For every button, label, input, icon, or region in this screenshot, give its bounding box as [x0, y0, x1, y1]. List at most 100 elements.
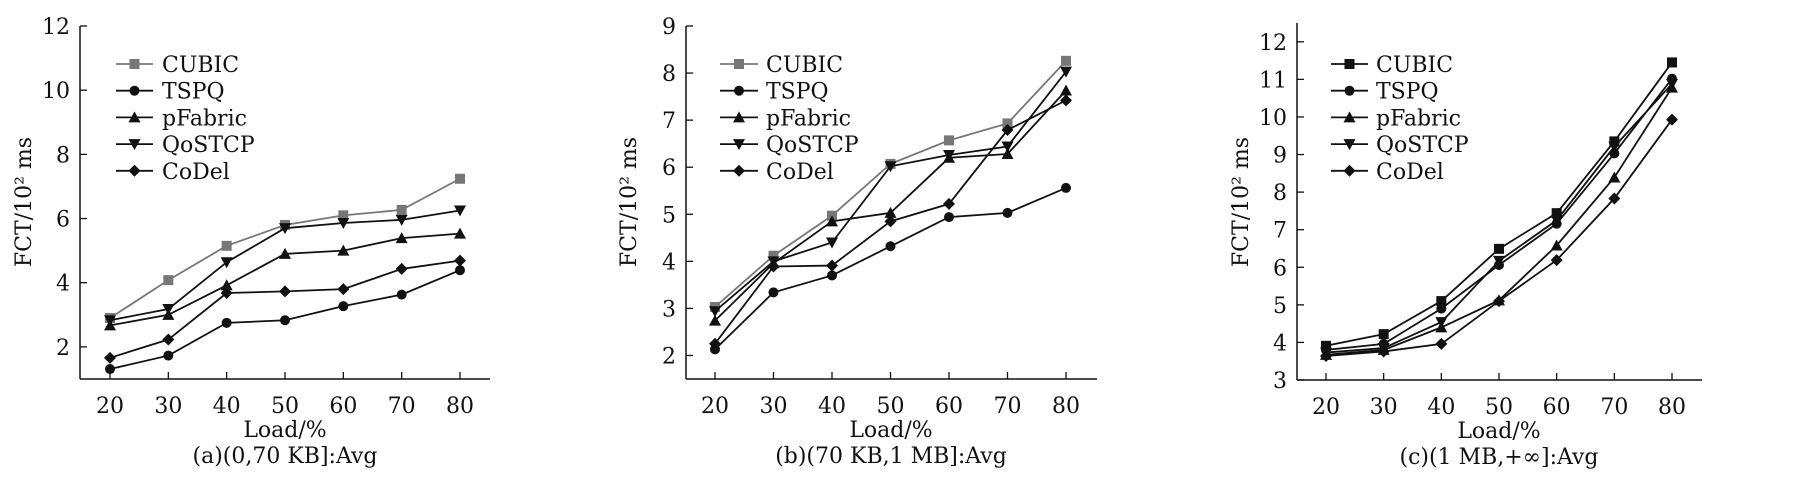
data-point — [220, 286, 233, 299]
data-point — [1609, 136, 1620, 147]
data-point — [163, 350, 174, 361]
x-tick-label: 50 — [271, 394, 299, 419]
y-tick-label: 2 — [662, 344, 676, 369]
series-pfabric — [1320, 81, 1678, 360]
y-tick-label: 7 — [662, 109, 676, 134]
data-point — [1608, 171, 1621, 183]
x-tick-label: 50 — [877, 394, 905, 419]
legend-marker-circle-icon — [129, 85, 140, 96]
x-tick-label: 20 — [1312, 395, 1340, 420]
legend-label: pFabric — [162, 106, 247, 131]
data-point — [1001, 148, 1014, 160]
y-tick-label: 12 — [1259, 31, 1287, 56]
y-tick-label: 6 — [662, 156, 676, 181]
data-point — [337, 244, 350, 256]
legend-label: QoSTCP — [162, 133, 255, 158]
y-tick-label: 4 — [662, 250, 676, 275]
x-tick-label: 50 — [1485, 395, 1513, 420]
data-point — [709, 306, 721, 318]
series-codel — [1320, 113, 1678, 362]
x-tick-label: 40 — [213, 394, 241, 419]
series-pfabric — [709, 84, 1072, 326]
y-tick-label: 6 — [1273, 256, 1287, 281]
data-point — [768, 287, 779, 298]
data-point — [943, 149, 955, 161]
data-point — [1493, 295, 1505, 308]
data-point — [395, 232, 408, 244]
data-point — [1667, 57, 1677, 68]
legend-item-codel: CoDel — [1331, 160, 1444, 185]
legend-marker-circle-icon — [1344, 85, 1355, 96]
y-tick-label: 8 — [662, 62, 676, 87]
data-point — [162, 304, 175, 316]
x-tick-label: 70 — [1600, 395, 1628, 420]
legend-label: pFabric — [1376, 106, 1461, 131]
legend-marker-square-icon — [1344, 59, 1355, 69]
data-point — [1435, 317, 1448, 329]
y-axis-label: FCT/10² ms — [12, 137, 37, 267]
legend-label: TSPQ — [162, 80, 225, 105]
chart-panel-c: 3 4 5 6 7 8 9 10 11 12 20 30 40 50 60 70 80 Load/%(c)(1 M… — [1229, 23, 1702, 470]
legend-marker-diamond-icon — [733, 164, 745, 177]
data-point — [709, 314, 721, 326]
series-line — [109, 259, 461, 359]
legend-item-cubic: CUBIC — [1331, 53, 1453, 78]
data-point — [396, 204, 407, 215]
data-point — [1061, 182, 1071, 193]
data-point — [767, 260, 780, 273]
x-tick-label: 30 — [154, 394, 182, 419]
data-point — [104, 315, 116, 327]
chart-panel-b: 2 3 4 5 6 7 8 9 20 30 40 50 60 70 80 Load/%(b)(70 KB,1 … — [617, 15, 1097, 469]
y-tick-label: 3 — [662, 297, 676, 322]
chart-panel-a: 2 4 6 8 10 12 20 30 40 50 60 70 80 Load/%(a)(0,70 KB]… — [12, 15, 490, 469]
legend-marker-triangle-up-icon — [128, 111, 141, 123]
data-point — [1666, 113, 1678, 126]
legend-item-qostcp: QoSTCP — [1331, 133, 1469, 158]
data-point — [395, 262, 408, 275]
data-point — [1320, 349, 1332, 362]
data-point — [1060, 84, 1072, 96]
legend-label: CoDel — [766, 160, 834, 185]
data-point — [826, 259, 838, 272]
data-point — [338, 301, 349, 312]
data-point — [884, 206, 897, 218]
legend-item-tspq: TSPQ — [116, 80, 225, 105]
legend-marker-circle-icon — [734, 85, 744, 96]
data-point — [1666, 78, 1678, 90]
y-tick-label: 12 — [42, 15, 70, 40]
data-point — [221, 317, 232, 328]
y-tick-label: 8 — [56, 143, 70, 168]
data-point — [1435, 337, 1448, 350]
data-point — [279, 285, 291, 298]
y-tick-label: 10 — [1259, 106, 1287, 131]
legend-label: CUBIC — [162, 53, 239, 78]
data-point — [1550, 239, 1563, 251]
data-point — [827, 270, 837, 281]
x-tick-label: 80 — [446, 394, 474, 419]
data-point — [1608, 192, 1621, 205]
data-point — [944, 212, 954, 223]
legend-label: CUBIC — [1376, 53, 1453, 78]
data-point — [1493, 255, 1505, 267]
x-tick-label: 60 — [1543, 395, 1571, 420]
chart-caption: (c)(1 MB,+∞]:Avg — [1399, 445, 1598, 470]
legend-marker-square-icon — [129, 59, 140, 69]
legend-item-qostcp: QoSTCP — [720, 133, 859, 158]
legend-label: CUBIC — [766, 53, 843, 78]
x-tick-label: 20 — [701, 394, 729, 419]
x-tick-label: 70 — [994, 394, 1022, 419]
legend-marker-triangle-up-icon — [733, 111, 745, 123]
series-qostcp — [104, 205, 466, 327]
data-point — [768, 250, 779, 261]
data-point — [1061, 55, 1071, 66]
x-axis-label: Load/% — [1457, 419, 1540, 444]
legend-label: CoDel — [1376, 160, 1444, 185]
data-point — [1551, 208, 1562, 219]
data-point — [1436, 303, 1447, 314]
data-point — [884, 215, 897, 228]
series-qostcp — [1320, 78, 1678, 359]
series-tspq — [105, 265, 465, 375]
y-tick-label: 5 — [662, 203, 676, 228]
data-point — [221, 240, 232, 251]
